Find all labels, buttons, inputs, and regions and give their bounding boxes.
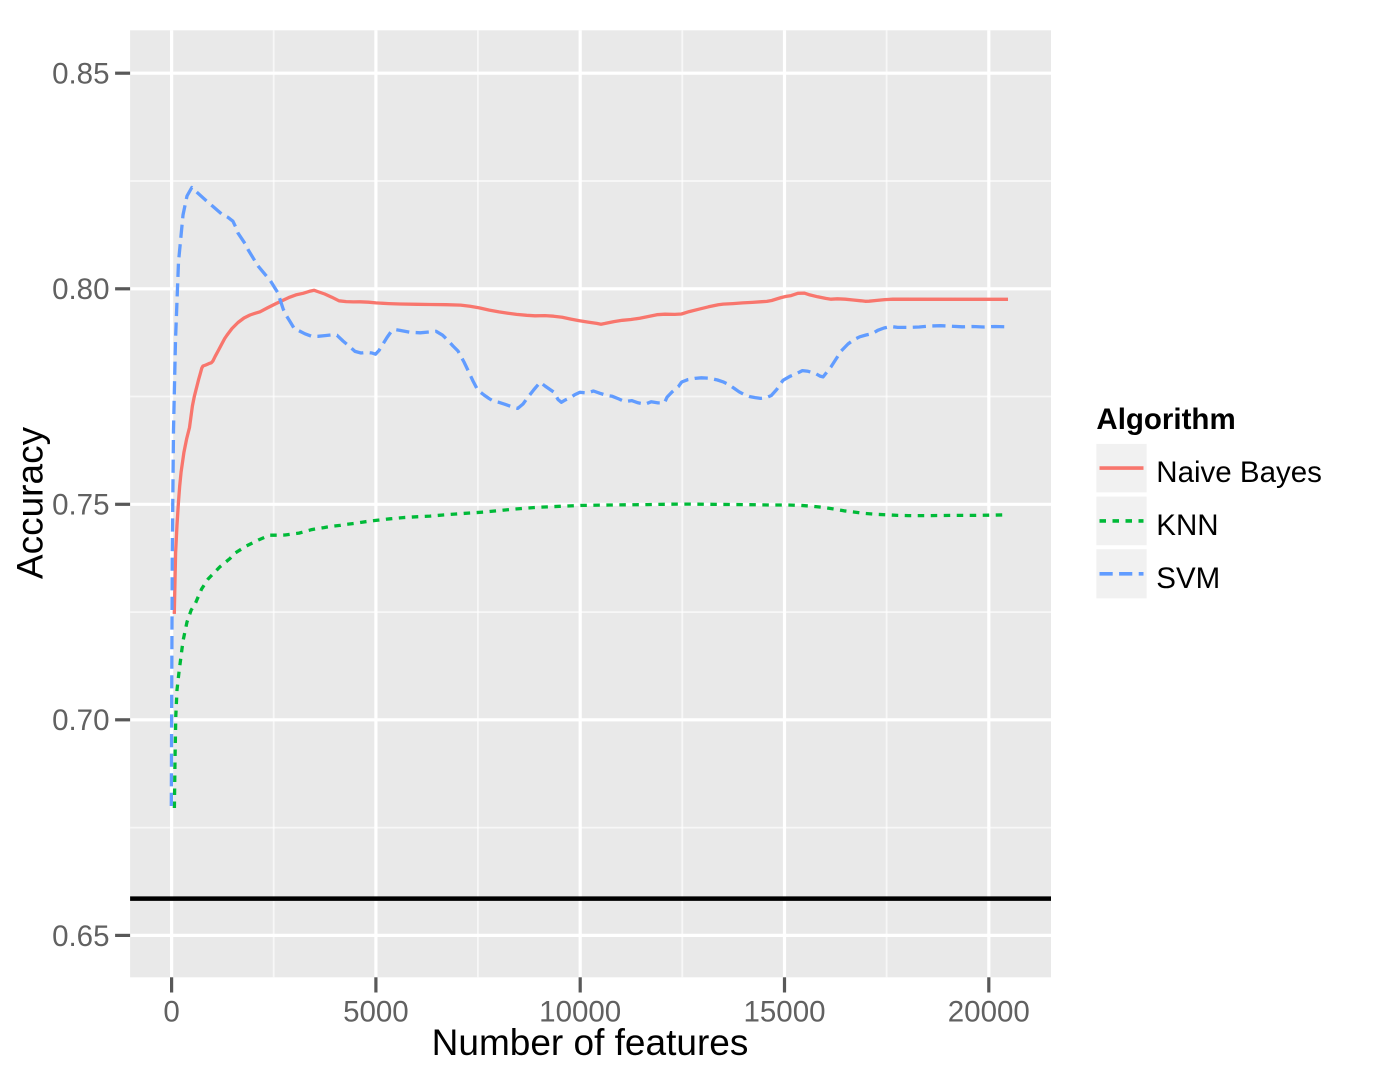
svg-text:0.65: 0.65 — [52, 920, 109, 953]
svg-text:15000: 15000 — [743, 995, 825, 1028]
svg-text:0.85: 0.85 — [52, 58, 109, 91]
svg-text:Number of features: Number of features — [432, 1022, 749, 1063]
svg-text:Accuracy: Accuracy — [10, 426, 51, 579]
svg-text:SVM: SVM — [1156, 562, 1220, 595]
svg-text:5000: 5000 — [343, 995, 409, 1028]
svg-text:0: 0 — [163, 995, 179, 1028]
svg-text:10000: 10000 — [539, 995, 621, 1028]
svg-text:Naive Bayes: Naive Bayes — [1156, 456, 1322, 489]
svg-text:0.80: 0.80 — [52, 273, 109, 306]
svg-text:KNN: KNN — [1156, 509, 1218, 542]
svg-text:0.75: 0.75 — [52, 489, 109, 522]
svg-text:Algorithm: Algorithm — [1096, 403, 1235, 436]
svg-text:0.70: 0.70 — [52, 704, 109, 737]
svg-text:20000: 20000 — [948, 995, 1030, 1028]
